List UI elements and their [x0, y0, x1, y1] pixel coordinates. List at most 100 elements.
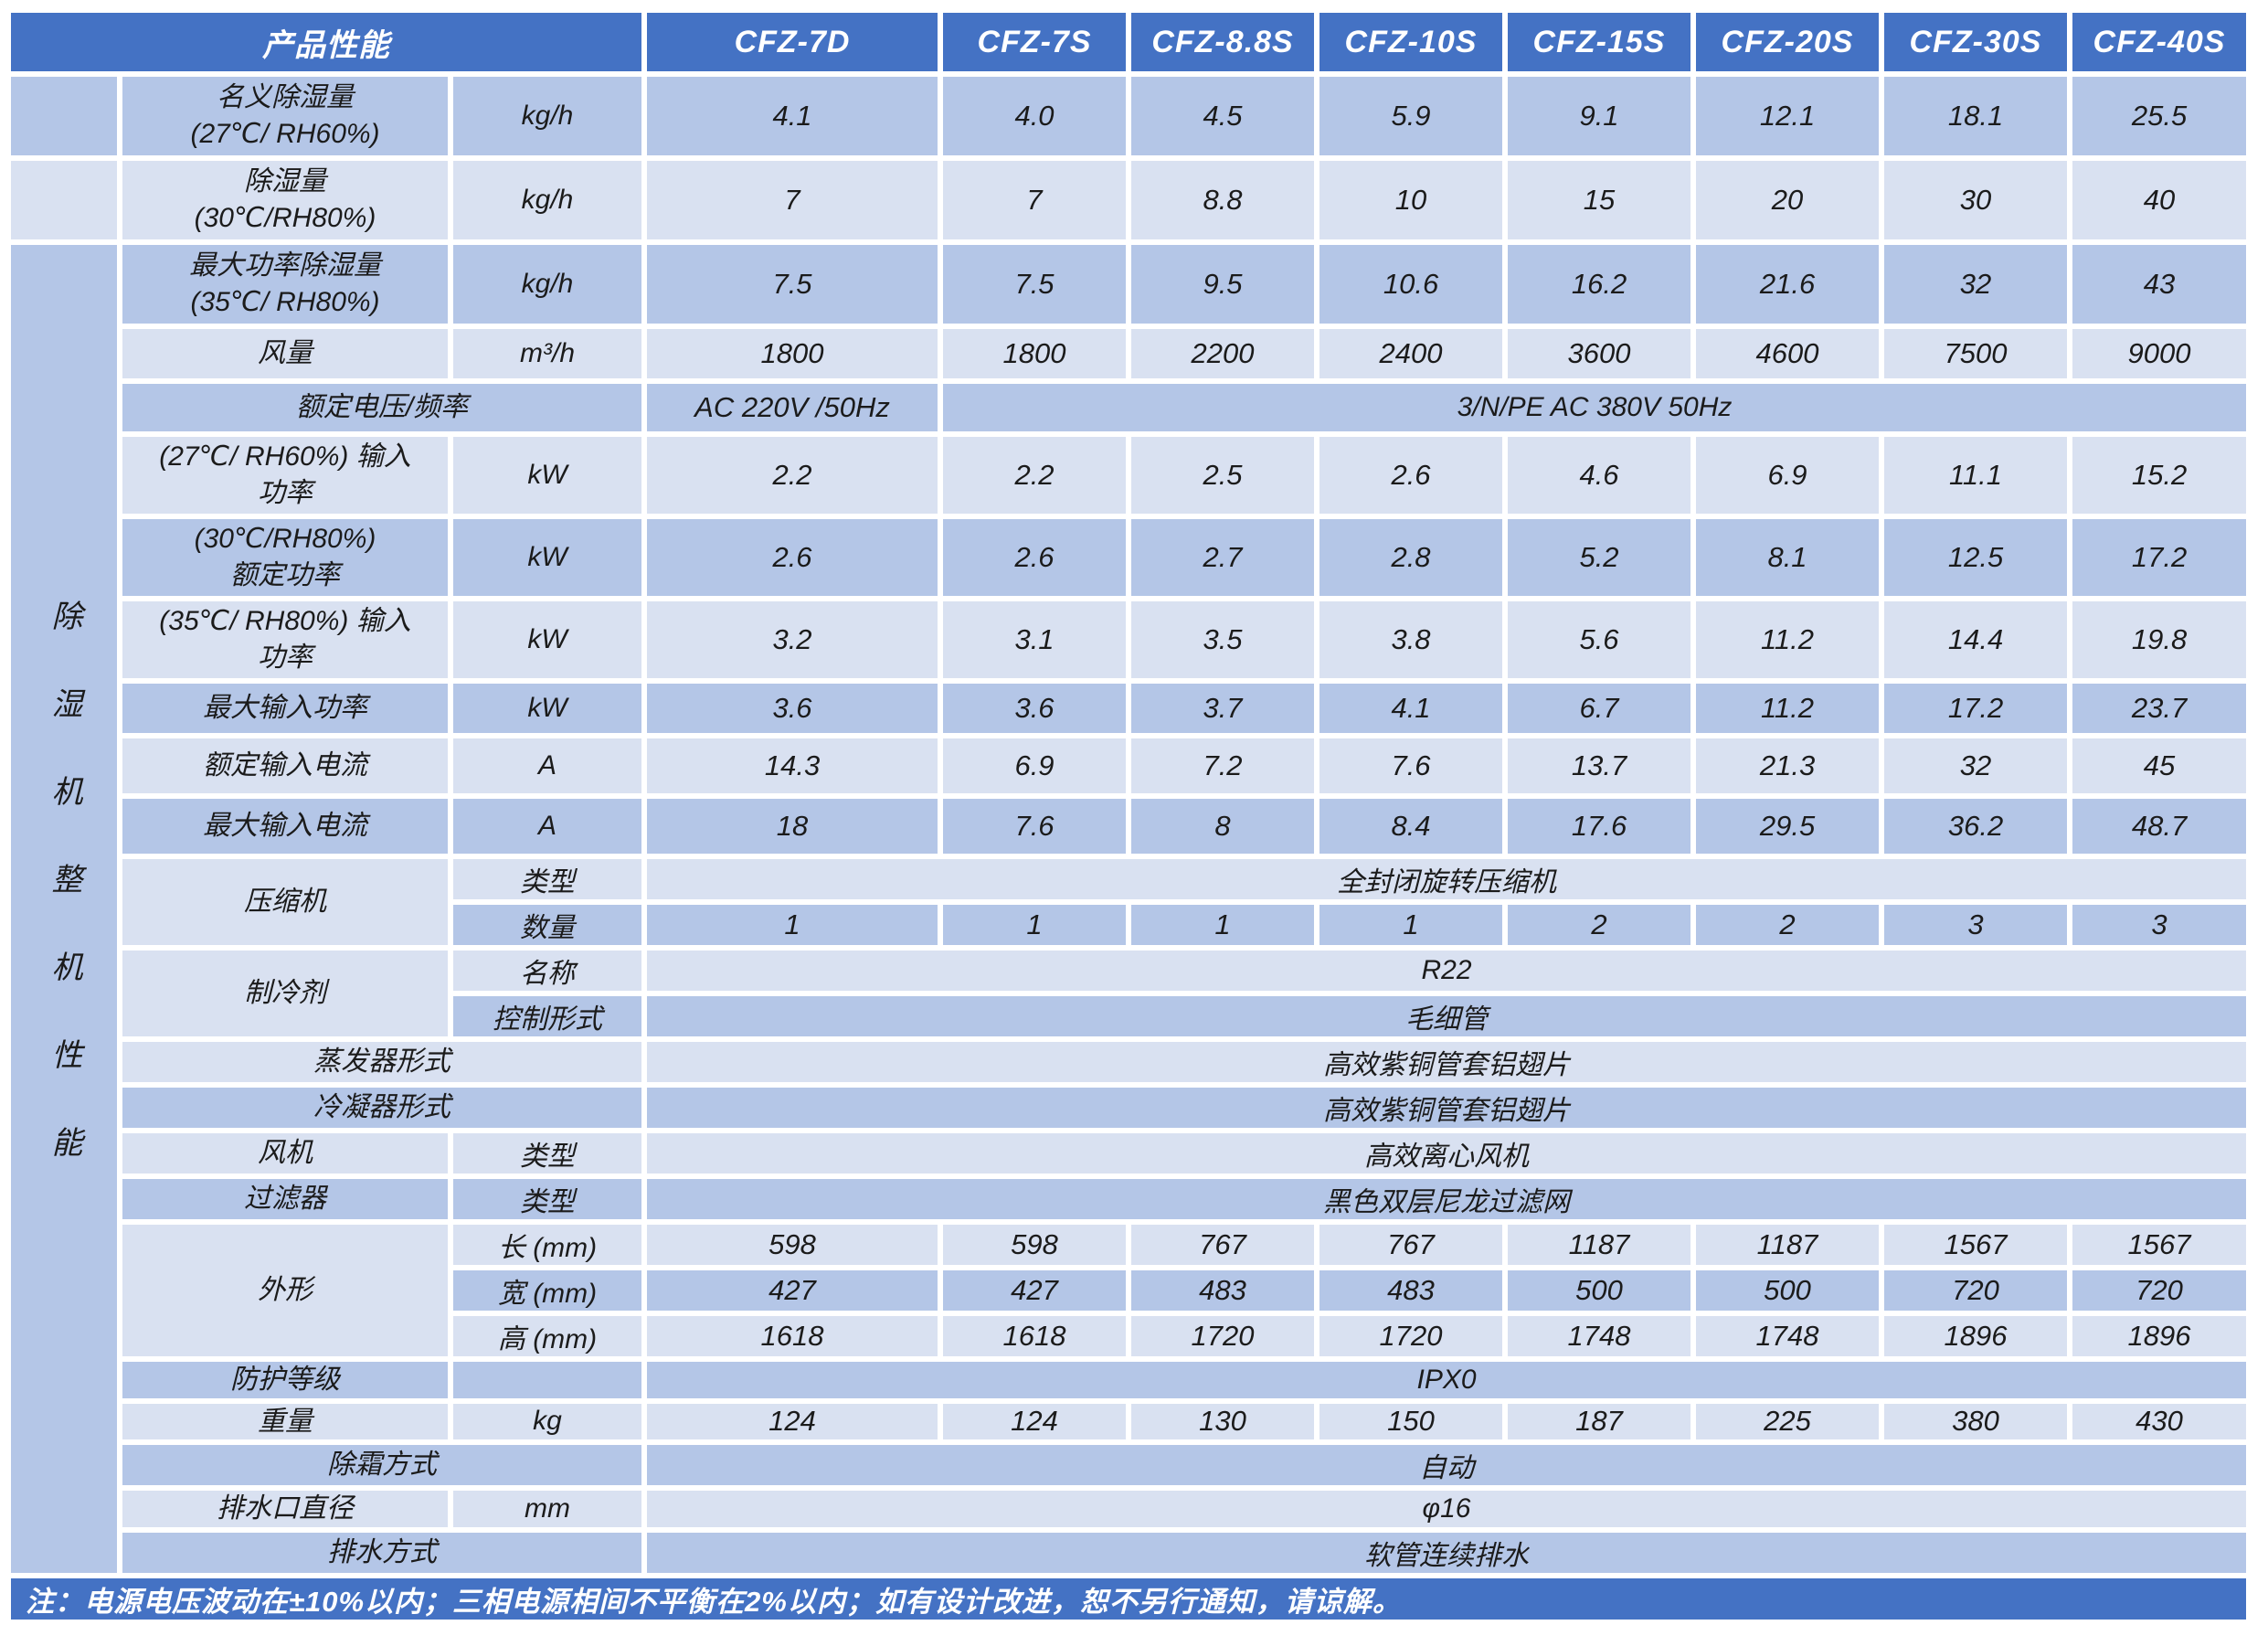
spec-name-cell: 压缩机: [122, 859, 448, 945]
table-row: 最大输入功率 kW 3.6 3.6 3.7 4.1 6.7 11.2 17.2 23.7: [11, 684, 2247, 733]
table-row: 除湿量 (30℃/RH80%) kg/h 7 7 8.8 10 15 20 30 40: [11, 161, 2247, 239]
unit-cell: kW: [453, 437, 642, 514]
value-cell: 13.7: [1508, 738, 1691, 793]
table-row: 排水方式 软管连续排水: [11, 1532, 2247, 1573]
value-cell: 8.8: [1131, 161, 1315, 239]
value-cell: 2.6: [943, 519, 1127, 596]
unit-cell: 类型: [453, 859, 642, 899]
table-row: 最大输入电流 A 18 7.6 8 8.4 17.6 29.5 36.2 48.7: [11, 799, 2247, 854]
value-cell: 1567: [2072, 1225, 2247, 1265]
value-cell: 187: [1508, 1403, 1691, 1440]
merged-value-cell: IPX0: [647, 1362, 2247, 1398]
spec-name-cell: 排水口直径: [122, 1491, 448, 1527]
spec-name-cell: 最大输入电流: [122, 799, 448, 854]
table-row: 冷凝器形式 高效紫铜管套铝翅片: [11, 1088, 2247, 1128]
value-cell: 8.4: [1319, 799, 1503, 854]
value-cell: 17.2: [2072, 519, 2247, 596]
unit-cell: [453, 1362, 642, 1398]
merged-value-cell: 软管连续排水: [647, 1532, 2247, 1573]
unit-cell: 类型: [453, 1179, 642, 1219]
value-cell: 25.5: [2072, 77, 2247, 155]
merged-value-cell: φ16: [647, 1491, 2247, 1527]
value-cell: 2.6: [1319, 437, 1503, 514]
value-cell: 124: [647, 1403, 938, 1440]
value-cell: 5.2: [1508, 519, 1691, 596]
table-row: (27℃/ RH60%) 输入 功率 kW 2.2 2.2 2.5 2.6 4.6 6.9 11…: [11, 437, 2247, 514]
table-row: 名义除湿量 (27℃/ RH60%) kg/h 4.1 4.0 4.5 5.9 9.1 12.…: [11, 77, 2247, 155]
model-column-header: CFZ-15S: [1508, 13, 1691, 71]
spec-name-cell: 最大功率除湿量 (35℃/ RH80%): [122, 245, 448, 324]
value-cell: 7500: [1884, 329, 2068, 378]
model-column-header: CFZ-7S: [943, 13, 1127, 71]
value-cell: 483: [1319, 1270, 1503, 1311]
value-cell: 4.5: [1131, 77, 1315, 155]
value-cell: 5.9: [1319, 77, 1503, 155]
unit-cell: 数量: [453, 905, 642, 945]
model-column-header: CFZ-30S: [1884, 13, 2068, 71]
table-row: 蒸发器形式 高效紫铜管套铝翅片: [11, 1042, 2247, 1082]
unit-cell: kW: [453, 684, 642, 733]
value-cell: 1: [1131, 905, 1315, 945]
model-column-header: CFZ-8.8S: [1131, 13, 1315, 71]
value-cell: 3: [2072, 905, 2247, 945]
value-cell: 1: [1319, 905, 1503, 945]
model-column-header: CFZ-10S: [1319, 13, 1503, 71]
spec-table: 产品性能 CFZ-7D CFZ-7S CFZ-8.8S CFZ-10S CFZ-15S CF…: [5, 7, 2252, 1625]
spec-name-cell: 排水方式: [122, 1532, 642, 1573]
value-cell: 17.6: [1508, 799, 1691, 854]
table-row: 防护等级 IPX0: [11, 1362, 2247, 1398]
value-cell: 427: [647, 1270, 938, 1311]
value-cell: 20: [1696, 161, 1880, 239]
sidebar-group-cell: 除湿机整机性能: [11, 245, 117, 1573]
value-cell: 1748: [1508, 1316, 1691, 1356]
value-cell: 7.5: [647, 245, 938, 324]
unit-cell: kg: [453, 1403, 642, 1440]
value-cell: 7: [943, 161, 1127, 239]
value-cell: 4.1: [1319, 684, 1503, 733]
value-cell: 48.7: [2072, 799, 2247, 854]
value-cell: 32: [1884, 245, 2068, 324]
value-cell: 2.8: [1319, 519, 1503, 596]
value-cell: 2: [1508, 905, 1691, 945]
unit-cell: 名称: [453, 951, 642, 991]
value-cell: 1618: [943, 1316, 1127, 1356]
value-cell: 1618: [647, 1316, 938, 1356]
merged-value-cell: 黑色双层尼龙过滤网: [647, 1179, 2247, 1219]
value-cell: 7.6: [943, 799, 1127, 854]
table-row: 控制形式 毛细管: [11, 996, 2247, 1036]
value-cell: 6.9: [1696, 437, 1880, 514]
value-cell: 45: [2072, 738, 2247, 793]
value-cell: 19.8: [2072, 601, 2247, 678]
unit-cell: 类型: [453, 1133, 642, 1174]
value-cell: 1187: [1696, 1225, 1880, 1265]
spec-name-cell: (35℃/ RH80%) 输入 功率: [122, 601, 448, 678]
value-cell: 500: [1696, 1270, 1880, 1311]
value-cell: 2.2: [943, 437, 1127, 514]
value-cell: 130: [1131, 1403, 1315, 1440]
spec-name-cell: 风机: [122, 1133, 448, 1174]
spec-name-cell: 名义除湿量 (27℃/ RH60%): [122, 77, 448, 155]
value-cell: 6.9: [943, 738, 1127, 793]
value-cell: 32: [1884, 738, 2068, 793]
value-cell: 1800: [943, 329, 1127, 378]
spec-name-cell: 风量: [122, 329, 448, 378]
table-row: 过滤器 类型 黑色双层尼龙过滤网: [11, 1179, 2247, 1219]
value-cell: 12.1: [1696, 77, 1880, 155]
unit-cell: A: [453, 799, 642, 854]
value-cell: 2.2: [647, 437, 938, 514]
table-row: 数量 1 1 1 1 2 2 3 3: [11, 905, 2247, 945]
value-cell: 598: [647, 1225, 938, 1265]
spec-name-cell: 过滤器: [122, 1179, 448, 1219]
value-cell: 1: [647, 905, 938, 945]
value-cell: 9.5: [1131, 245, 1315, 324]
unit-cell: m³/h: [453, 329, 642, 378]
value-cell: 14.3: [647, 738, 938, 793]
value-cell: 3: [1884, 905, 2068, 945]
value-cell: 18.1: [1884, 77, 2068, 155]
model-column-header: CFZ-20S: [1696, 13, 1880, 71]
value-cell: 10.6: [1319, 245, 1503, 324]
value-cell: 18: [647, 799, 938, 854]
spec-name-cell: 冷凝器形式: [122, 1088, 642, 1128]
merged-value-cell: 毛细管: [647, 996, 2247, 1036]
merged-value-cell: 3/N/PE AC 380V 50Hz: [943, 384, 2247, 431]
